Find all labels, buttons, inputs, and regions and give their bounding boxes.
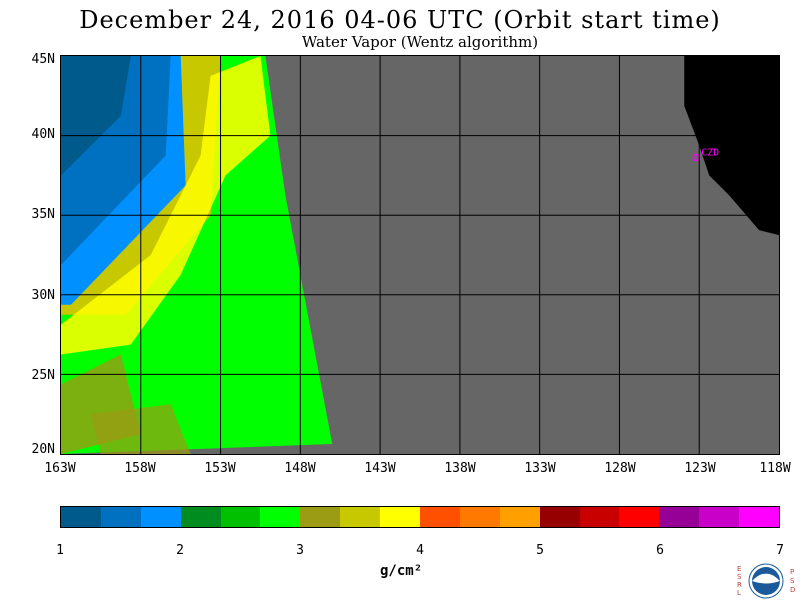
color-swatch (340, 507, 381, 527)
map-title: December 24, 2016 04-06 UTC (Orbit start… (79, 6, 721, 34)
lon-label-138w: 138W (444, 461, 476, 476)
color-swatch (420, 507, 460, 527)
color-swatch (61, 507, 101, 527)
lon-label-118w: 118W (759, 461, 791, 476)
scale-tick-2: 2 (176, 543, 184, 558)
color-scale-bar (60, 506, 780, 528)
lon-label-123w: 123W (684, 461, 716, 476)
lat-label-25n: 25N (31, 368, 55, 383)
scale-tick-3: 3 (296, 543, 304, 558)
scale-tick-4: 4 (416, 543, 424, 558)
lon-label-148w: 148W (284, 461, 316, 476)
lon-label-158w: 158W (124, 461, 156, 476)
color-swatch (499, 507, 540, 527)
lon-label-143w: 143W (364, 461, 396, 476)
color-swatch (659, 507, 700, 527)
lon-label-163w: 163W (44, 461, 76, 476)
svg-text:L: L (737, 589, 741, 597)
color-swatch (539, 507, 580, 527)
svg-text:E: E (737, 565, 741, 573)
color-swatch (300, 507, 341, 527)
svg-text:S: S (737, 573, 742, 581)
lat-label-35n: 35N (31, 207, 55, 222)
color-swatch (260, 507, 301, 527)
water-vapor-map: CZD (60, 55, 780, 455)
color-swatch (180, 507, 221, 527)
lat-label-20n: 20N (31, 442, 55, 457)
lat-label-45n: 45N (31, 52, 55, 67)
svg-text:NOAA: NOAA (759, 570, 774, 576)
scale-tick-1: 1 (56, 543, 64, 558)
color-swatch (140, 507, 181, 527)
svg-text:P: P (790, 568, 794, 576)
color-swatch (100, 507, 141, 527)
svg-text:S: S (790, 577, 795, 585)
scale-unit: g/cm² (380, 563, 423, 579)
station-label: CZD (701, 148, 719, 159)
color-swatch (220, 507, 261, 527)
svg-text:R: R (737, 581, 742, 589)
color-swatch (380, 507, 421, 527)
lat-label-30n: 30N (31, 288, 55, 303)
svg-text:D: D (790, 586, 795, 594)
noaa-logo-icon: E S R L NOAA P S D (737, 563, 795, 599)
lon-label-153w: 153W (204, 461, 236, 476)
color-swatch (579, 507, 620, 527)
color-swatch (699, 507, 740, 527)
lon-label-128w: 128W (604, 461, 636, 476)
scale-tick-7: 7 (776, 543, 784, 558)
color-swatch (619, 507, 660, 527)
scale-tick-5: 5 (536, 543, 544, 558)
color-swatch (459, 507, 500, 527)
lat-label-40n: 40N (31, 127, 55, 142)
map-subtitle: Water Vapor (Wentz algorithm) (301, 33, 539, 51)
lon-label-133w: 133W (524, 461, 556, 476)
color-swatch (739, 507, 780, 527)
scale-tick-6: 6 (656, 543, 664, 558)
